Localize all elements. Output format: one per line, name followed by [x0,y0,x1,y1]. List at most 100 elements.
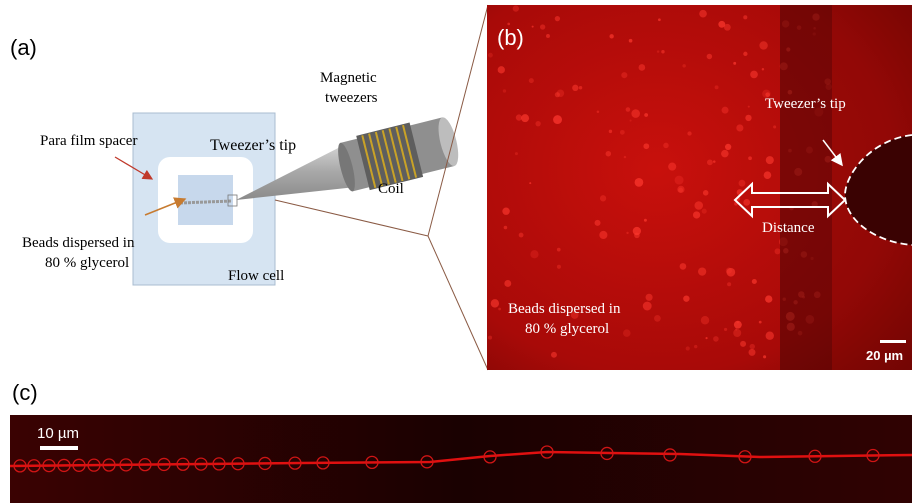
bead [727,282,731,286]
bead [498,66,505,73]
bead [713,160,716,163]
bead [631,109,640,118]
bead [609,34,613,38]
bead [693,211,700,218]
bead [609,130,612,133]
bead [643,302,652,311]
bead [762,68,764,70]
bead [707,159,713,165]
bead [606,151,611,156]
bead [705,337,707,339]
bead [724,328,727,331]
bead [519,233,524,238]
bead [630,120,632,122]
bead [752,279,757,284]
bead [623,329,631,337]
bead [766,332,774,340]
bead [597,111,600,114]
bead [715,85,719,89]
bead [734,321,742,329]
bead [515,152,518,155]
bead [775,248,781,254]
bead [626,232,628,234]
bead [529,182,531,184]
panel-a: (a) Magnetic tweezers Para film spacer T… [10,5,488,370]
bead [722,107,729,114]
figure: (a) Magnetic tweezers Para film spacer T… [0,0,912,503]
tweezers-label: tweezers [325,90,378,106]
bead [726,268,732,274]
bead [595,220,601,226]
bead [643,143,649,149]
bead [680,263,687,270]
bead [658,18,661,21]
scale-bar [40,446,78,450]
bead [488,336,492,340]
bead [644,219,647,222]
bead [530,250,538,258]
bead [766,156,774,164]
bead [668,163,676,171]
bead [516,114,522,120]
bead [621,72,627,78]
bead [635,178,644,187]
bead [739,180,746,187]
bead [702,209,707,214]
bead [498,308,501,311]
bead [661,50,664,53]
bead [759,321,762,324]
bead [540,24,545,29]
panel-label: (b) [497,25,524,50]
bead [646,294,653,301]
scale-label: 20 µm [866,348,903,363]
bead [491,299,499,307]
bead [551,352,557,358]
bead [599,231,607,239]
bead [513,5,519,11]
bead [521,114,529,122]
bead [535,121,540,126]
panel-c: (c) 10 µm [10,380,912,503]
bead [504,280,511,287]
distance-label: Distance [762,220,815,236]
panel-b: (b) Tweezer’s tip Distance Beads dispers… [487,5,912,370]
bead [743,52,747,56]
bead [703,190,709,196]
tip-label: Tweezer’s tip [210,137,296,154]
bead [743,199,750,206]
bead [657,50,659,52]
bead [748,106,750,108]
bead [677,186,684,193]
bead [748,156,752,160]
tweezers-label: Magnetic [320,70,377,86]
scale-bar [880,340,906,343]
bead [620,130,625,135]
shadow-band [780,5,832,370]
bead [546,34,550,38]
bead [736,124,743,131]
bead [701,316,709,324]
bead [557,248,561,252]
scale-label: 10 µm [37,425,79,442]
bead [721,150,729,158]
bead [675,176,684,185]
bead [749,349,756,356]
spacer-label: Para film spacer [40,133,137,149]
panel-label: (a) [10,35,37,60]
page: {"panel_a": {"label": "(a)", "magnetic_t… [0,0,912,503]
bead [733,62,736,65]
bead [773,125,776,128]
flow-cell-label: Flow cell [228,268,284,284]
bead [579,86,582,89]
bead [654,315,661,322]
bead [687,131,691,135]
bead [683,295,689,301]
bead [725,144,731,150]
bead [750,71,758,79]
bead [718,21,725,28]
bead [733,329,741,337]
bead [698,267,706,275]
bead [713,336,719,342]
bead [745,115,751,121]
beads-label: 80 % glycerol [45,255,129,271]
